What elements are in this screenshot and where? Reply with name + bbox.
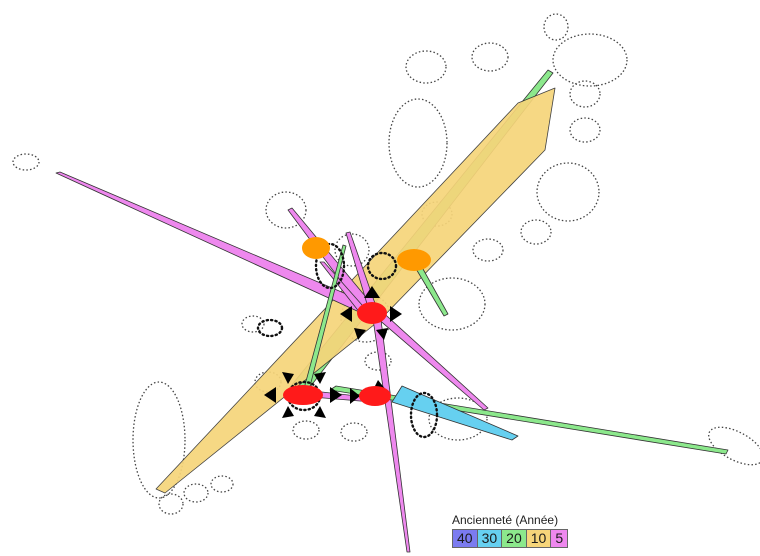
node-hub-left[interactable] (283, 385, 323, 405)
node-halos (256, 242, 439, 439)
arrow-head (330, 387, 342, 403)
wedge-cyan (391, 385, 519, 441)
legend-item-5: 5 (551, 530, 568, 547)
legend-scale: 40 30 20 10 5 (452, 529, 569, 548)
outline-ellipse (418, 277, 486, 331)
arrow-head (376, 328, 388, 340)
outline-ellipse (708, 426, 760, 466)
legend-item-30: 30 (477, 530, 503, 547)
node-halo (366, 251, 398, 281)
arrow-head (314, 372, 326, 384)
legend-item-20: 20 (502, 530, 527, 547)
node-halo (256, 318, 284, 338)
arrow-head (282, 372, 294, 384)
arrow-head (364, 286, 380, 298)
nodes (283, 237, 431, 406)
outline-ellipse (471, 42, 509, 72)
outline-ellipse (569, 117, 601, 143)
outline-ellipse (552, 33, 628, 87)
outline-ellipse (132, 381, 186, 499)
legend-item-10: 10 (526, 530, 552, 547)
arrow-head (390, 306, 402, 322)
arrow-head (264, 387, 276, 403)
outline-ellipse (520, 219, 552, 245)
outline-ellipse (158, 493, 184, 515)
arrow-head (350, 388, 360, 404)
outline-ellipse (543, 13, 569, 41)
outline-ellipse (569, 80, 601, 108)
legend: Ancienneté (Année) 40 30 20 10 5 (452, 513, 569, 548)
outline-ellipse (210, 475, 234, 493)
outline-ellipse (405, 50, 447, 84)
node-halo (409, 391, 439, 439)
arrow-head (354, 328, 366, 340)
arrow-head (282, 406, 294, 418)
outline-ellipse (536, 162, 600, 222)
outline-ellipse (428, 397, 488, 441)
node-halo (314, 242, 346, 290)
wedge-magenta-down-long (371, 311, 411, 553)
node-orange-left[interactable] (302, 237, 330, 259)
outline-ellipse (241, 315, 265, 333)
outline-ellipse (12, 153, 40, 171)
connection-wedges (55, 69, 729, 553)
outline-ellipse (183, 483, 209, 503)
outline-ellipse (334, 233, 370, 267)
outline-ellipse (292, 420, 320, 440)
outline-ellipse (265, 191, 307, 229)
arrow-head (314, 406, 326, 418)
legend-title: Ancienneté (Année) (452, 513, 559, 527)
outline-ellipse (340, 422, 368, 442)
outline-ellipse (388, 98, 448, 188)
node-orange-right[interactable] (397, 249, 431, 271)
node-hub-right[interactable] (359, 386, 391, 406)
legend-item-40: 40 (453, 530, 478, 547)
outline-ellipse (472, 238, 504, 262)
arrow-head (340, 306, 352, 322)
node-hub-center[interactable] (357, 302, 387, 324)
